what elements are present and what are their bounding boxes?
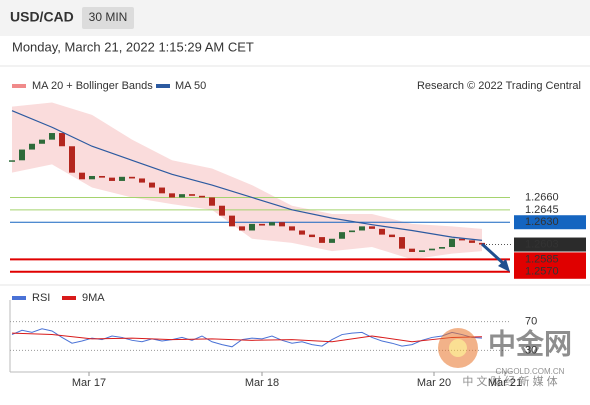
watermark-domain: CNGOLD.COM.CN [496, 367, 565, 376]
level-label: 1.2603 [525, 238, 559, 250]
credit: Research © 2022 Trading Central [417, 80, 581, 92]
candle [119, 176, 125, 181]
candle [429, 248, 435, 251]
legend-label: MA 50 [175, 80, 206, 92]
candle [339, 232, 345, 239]
candle [469, 240, 475, 243]
candle [329, 238, 335, 243]
level-label: 1.2645 [525, 204, 559, 216]
candle [349, 230, 355, 233]
candle [89, 175, 95, 180]
legend-swatch [12, 296, 26, 300]
indicator-line [11, 332, 483, 343]
candle [79, 172, 85, 180]
level-label-box [514, 215, 586, 230]
legend-swatch [62, 296, 76, 300]
candle [419, 250, 425, 252]
legend-label: RSI [32, 292, 50, 304]
level-label-box [514, 264, 586, 279]
candle [279, 222, 285, 227]
bollinger-band [12, 102, 482, 260]
level-label-box [514, 237, 586, 252]
level-label-box [514, 252, 586, 267]
watermark-text: 中金网 [488, 327, 572, 359]
watermark: 中金网 CNGOLD.COM.CN 中 文 财 经 新 媒 体 [438, 327, 572, 388]
datetime: Monday, March 21, 2022 1:15:29 AM CET [12, 39, 254, 54]
legend-swatch [12, 84, 26, 88]
candle [299, 230, 305, 235]
y-tick-label: 30 [525, 344, 537, 356]
y-tick-label: 70 [525, 316, 537, 328]
candle [409, 248, 415, 252]
legend-label: 9MA [82, 292, 105, 304]
candle [449, 238, 455, 248]
legend-swatch [156, 84, 170, 88]
candle [479, 242, 485, 245]
candle [159, 187, 165, 194]
candle [189, 194, 195, 196]
interval-badge [82, 7, 134, 29]
candle [369, 226, 375, 229]
forecast-arrowhead [498, 259, 510, 272]
x-tick-label: Mar 17 [72, 377, 106, 389]
level-label: 1.2660 [525, 191, 559, 203]
x-tick-label: Mar 20 [417, 377, 451, 389]
candle [69, 146, 75, 173]
x-tick-label: Mar 21 [488, 377, 522, 389]
watermark-slogan: 中 文 财 经 新 媒 体 [462, 374, 557, 388]
candle [359, 226, 365, 231]
candle [169, 193, 175, 198]
candle [249, 223, 255, 231]
candle [439, 247, 445, 249]
candle [129, 176, 135, 179]
symbol: USD/CAD [10, 9, 74, 25]
candle [389, 234, 395, 238]
level-label: 1.2570 [525, 266, 559, 278]
level-label: 1.2630 [525, 216, 559, 228]
candle [379, 228, 385, 235]
candle [209, 197, 215, 206]
x-tick-label: Mar 18 [245, 377, 279, 389]
candle [29, 143, 35, 150]
candle [289, 226, 295, 231]
candle [269, 222, 275, 226]
candle [239, 226, 245, 231]
candle [229, 215, 235, 227]
candle [59, 133, 65, 147]
candle [139, 178, 145, 183]
candle [259, 223, 265, 226]
candle [49, 133, 55, 140]
candle [9, 160, 15, 162]
candle [39, 139, 45, 144]
candle [219, 205, 225, 216]
candle [109, 177, 115, 181]
candle [319, 237, 325, 243]
candle [199, 195, 205, 198]
candle [99, 175, 105, 178]
interval: 30 MIN [89, 10, 128, 24]
candle [459, 238, 465, 241]
candle [149, 182, 155, 188]
candle [19, 149, 25, 161]
forecast-arrow [480, 242, 506, 266]
candle [309, 234, 315, 238]
watermark-logo [449, 339, 467, 357]
candle [399, 237, 405, 249]
candle [179, 194, 185, 198]
legend-label: MA 20 + Bollinger Bands [32, 80, 153, 92]
level-label: 1.2585 [525, 253, 559, 265]
ma-line [11, 110, 483, 241]
